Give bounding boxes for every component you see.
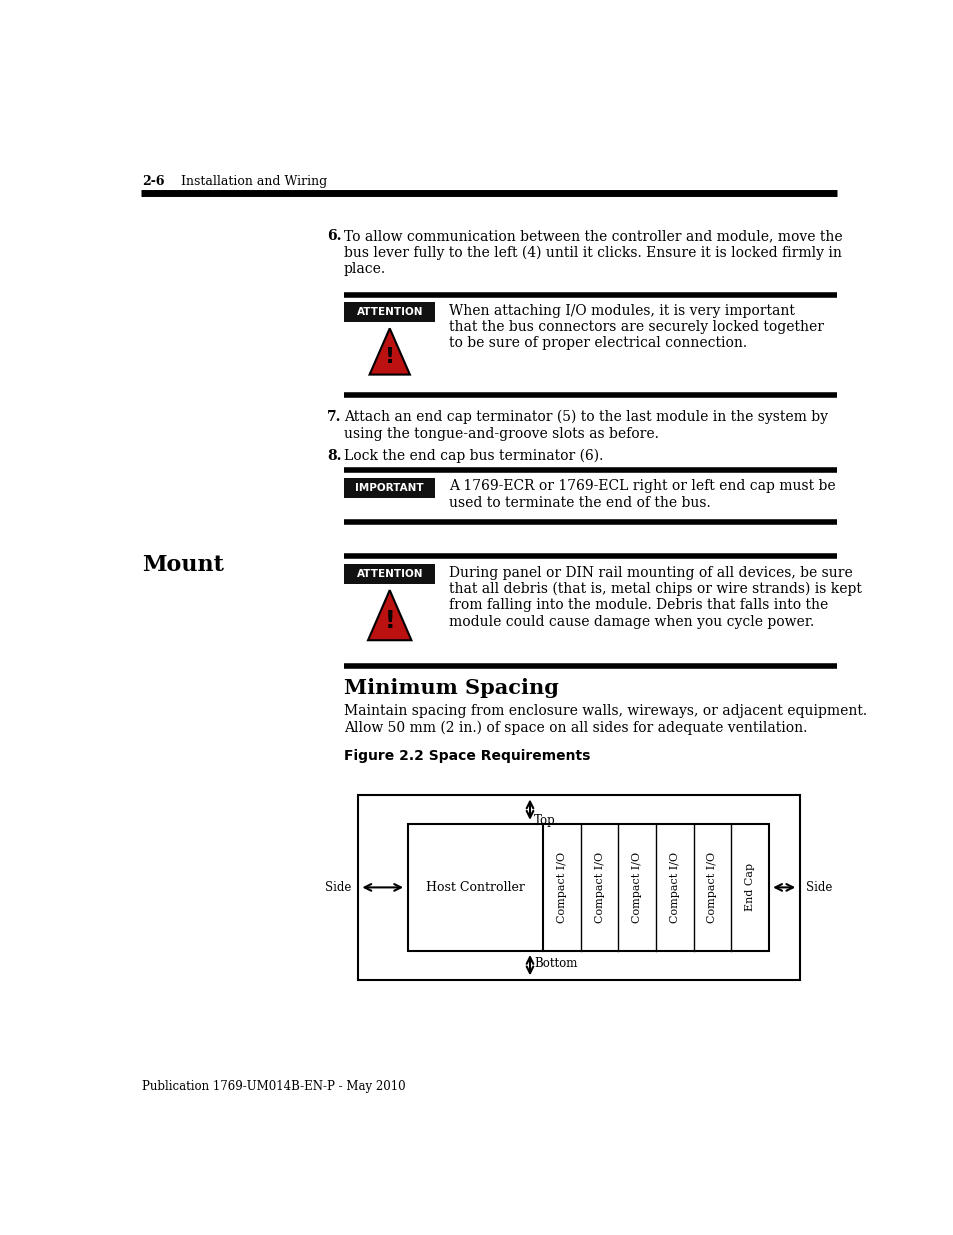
Bar [344,303,435,322]
Text: Compact I/O: Compact I/O [557,852,566,923]
Text: During panel or DIN rail mounting of all devices, be sure
that all debris (that : During panel or DIN rail mounting of all… [449,566,862,629]
Text: IMPORTANT: IMPORTANT [355,483,423,493]
Text: 6.: 6. [327,228,341,243]
Text: 8.: 8. [327,448,341,462]
Text: Publication 1769-UM014B-EN-P - May 2010: Publication 1769-UM014B-EN-P - May 2010 [142,1079,406,1093]
Text: !: ! [384,609,395,634]
Text: Maintain spacing from enclosure walls, wireways, or adjacent equipment.
Allow 50: Maintain spacing from enclosure walls, w… [344,704,866,735]
Bar [344,478,435,498]
Bar [344,564,435,584]
Text: ATTENTION: ATTENTION [356,308,422,317]
Polygon shape [369,329,410,374]
Text: 7.: 7. [327,410,341,424]
Text: Figure 2.2 Space Requirements: Figure 2.2 Space Requirements [344,748,590,763]
Text: Minimum Spacing: Minimum Spacing [344,678,558,698]
Text: Compact I/O: Compact I/O [706,852,717,923]
Text: Installation and Wiring: Installation and Wiring [181,175,327,188]
Text: ATTENTION: ATTENTION [356,569,422,579]
Text: Host Controller: Host Controller [425,881,524,894]
Text: Mount: Mount [142,555,224,576]
Text: A 1769-ECR or 1769-ECL right or left end cap must be
used to terminate the end o: A 1769-ECR or 1769-ECL right or left end… [449,479,835,510]
Text: Attach an end cap terminator (5) to the last module in the system by
using the t: Attach an end cap terminator (5) to the … [344,410,827,441]
Text: To allow communication between the controller and module, move the
bus lever ful: To allow communication between the contr… [344,228,841,275]
Text: Compact I/O: Compact I/O [594,852,604,923]
Text: Side: Side [805,881,831,894]
Text: Compact I/O: Compact I/O [669,852,679,923]
Text: When attaching I/O modules, it is very important
that the bus connectors are sec: When attaching I/O modules, it is very i… [449,304,823,351]
Bar [407,824,768,951]
Polygon shape [368,590,411,640]
Text: Lock the end cap bus terminator (6).: Lock the end cap bus terminator (6). [344,448,602,463]
Text: Compact I/O: Compact I/O [632,852,641,923]
Text: End Cap: End Cap [744,863,754,911]
Text: Bottom: Bottom [534,957,577,969]
Text: Side: Side [325,881,352,894]
Text: Top: Top [534,814,555,827]
Text: 2-6: 2-6 [142,175,165,188]
Text: !: ! [384,347,395,367]
